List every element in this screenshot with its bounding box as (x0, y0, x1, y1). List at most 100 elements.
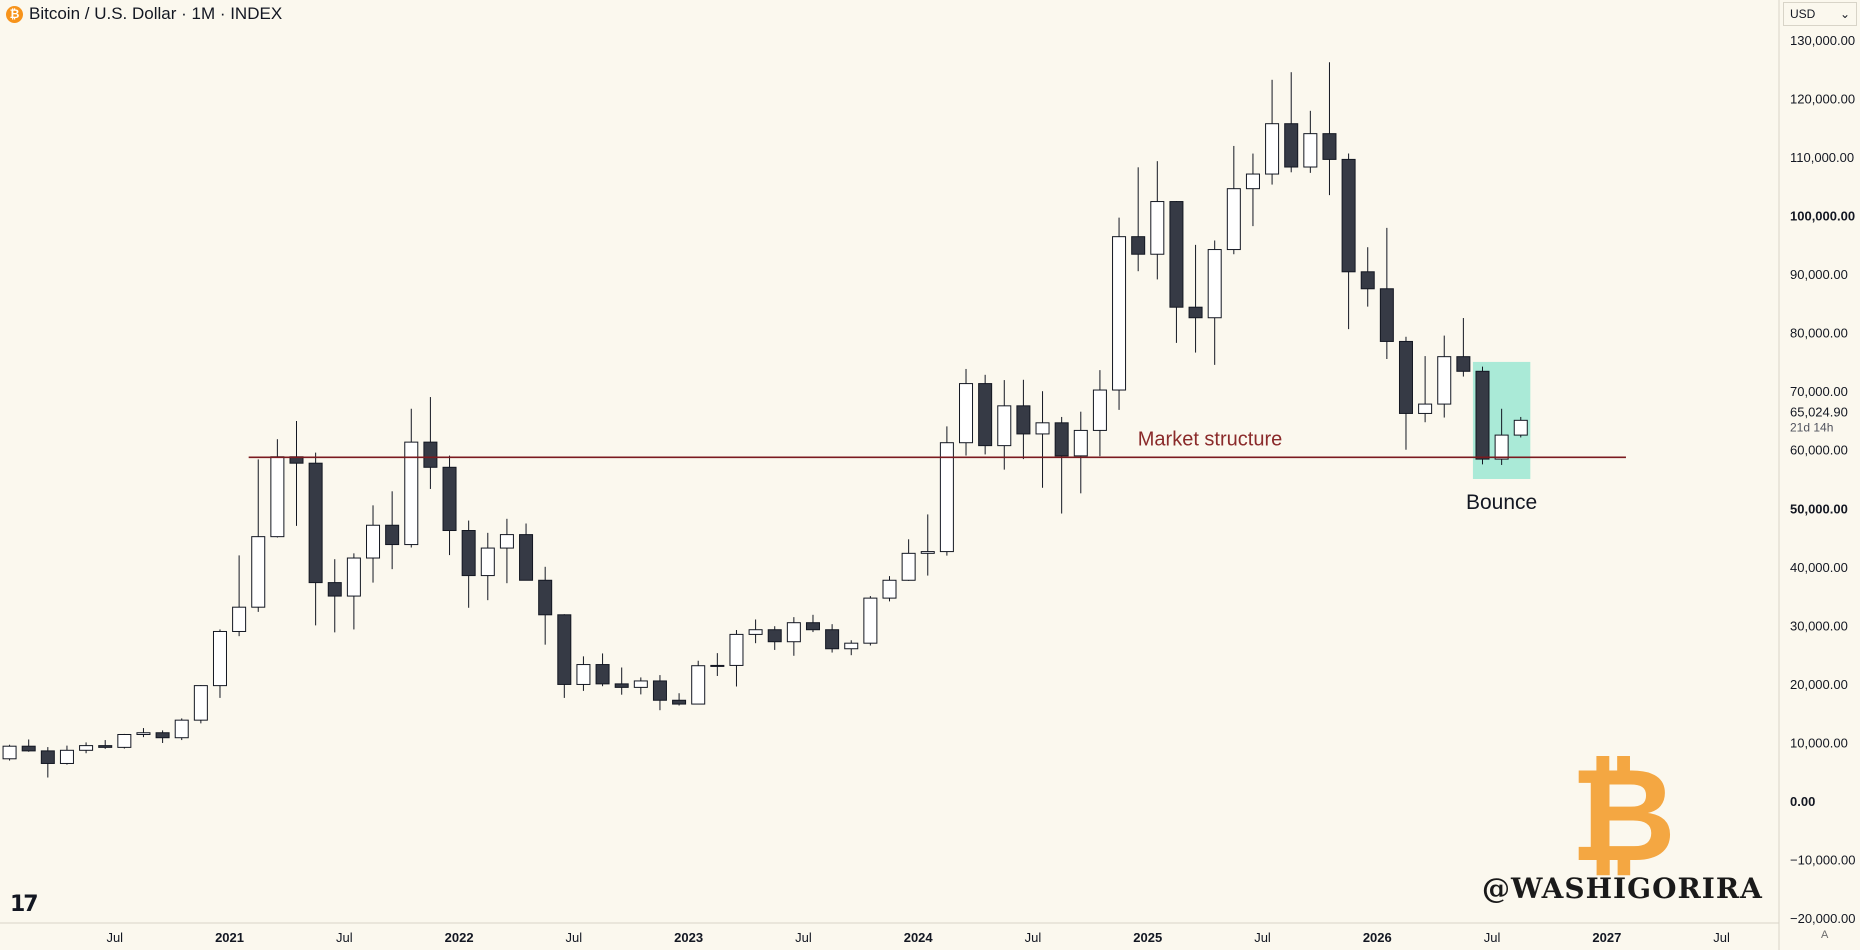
candle-body-down (767, 629, 782, 643)
candle-body-up (576, 664, 591, 685)
price-tick-label: 110,000.00 (1790, 150, 1854, 165)
candle-body-down (1398, 340, 1413, 414)
currency-selector[interactable]: USD ⌄ (1783, 2, 1857, 26)
last-price-label: 65,024.90 (1790, 404, 1848, 419)
price-axis[interactable]: 130,000.00 120,000.00 110,000.00 100,000.00… (1790, 33, 1855, 926)
candle-body-up (1418, 403, 1433, 414)
candle (1226, 145, 1241, 255)
candle-body-down (595, 664, 610, 685)
candle (882, 576, 897, 602)
candle (825, 624, 840, 653)
candle (1092, 370, 1107, 457)
candle-body-up (882, 579, 897, 599)
candle (308, 452, 323, 626)
candle-body-up (1245, 173, 1260, 190)
candle-body-up (1437, 356, 1452, 405)
candle (232, 555, 247, 637)
candle (442, 455, 457, 556)
candle (385, 491, 400, 570)
price-tick-label: 130,000.00 (1790, 33, 1855, 48)
candle (117, 733, 132, 749)
time-tick-label: 2026 (1363, 930, 1392, 945)
tradingview-logo-icon[interactable]: 17 (10, 892, 39, 917)
candle-body-up (117, 733, 132, 748)
candle (499, 518, 514, 584)
candle (1150, 161, 1165, 280)
candle-body-down (1188, 306, 1203, 319)
candle (805, 614, 820, 633)
price-tick-label: 100,000.00 (1790, 209, 1855, 224)
bar-countdown-label: 21d 14h (1790, 420, 1833, 434)
candle-body-up (748, 629, 763, 635)
candle (79, 742, 94, 754)
price-tick-label: 30,000.00 (1790, 618, 1848, 633)
candle-body-up (1112, 236, 1127, 391)
candle (423, 397, 438, 489)
price-tick-label: 70,000.00 (1790, 384, 1848, 399)
candle (480, 532, 495, 601)
candle (1054, 416, 1069, 514)
candle (136, 728, 151, 738)
candle-body-up (939, 442, 954, 553)
time-tick-label: 2022 (445, 930, 474, 945)
candle-body-up (251, 536, 266, 608)
candle (652, 675, 667, 711)
candle (1360, 247, 1375, 307)
candle-body-up (1073, 429, 1088, 457)
candle (1265, 79, 1280, 185)
price-tick-label: 40,000.00 (1790, 560, 1848, 575)
candle-body-down (1360, 271, 1375, 290)
candle (939, 426, 954, 556)
candle (98, 740, 113, 749)
candle (1112, 217, 1127, 410)
time-tick-label: Jul (1713, 930, 1730, 945)
candle (1284, 72, 1299, 173)
candle-body-up (959, 383, 974, 444)
candle (461, 520, 476, 608)
candle (1303, 110, 1318, 173)
candle-body-down (1054, 422, 1069, 457)
bitcoin-coin-icon: ₿ (6, 5, 23, 23)
candle (1341, 153, 1356, 330)
candle-body-down (385, 524, 400, 546)
candle (863, 596, 878, 646)
candle-body-up (59, 749, 74, 764)
time-tick-label: Jul (566, 930, 583, 945)
candle (193, 685, 208, 724)
candle (1475, 366, 1490, 465)
candle-body-down (327, 582, 342, 597)
candle (710, 653, 725, 676)
candle (59, 745, 74, 765)
auto-scale-button[interactable]: A (1821, 929, 1829, 941)
candle-body-up (691, 665, 706, 705)
candle-body-up (136, 732, 151, 735)
candle (1035, 391, 1050, 488)
price-tick-label: 80,000.00 (1790, 326, 1848, 341)
candle (978, 374, 993, 455)
bitcoin-logo-icon: ₿ (1570, 739, 1676, 891)
candle (920, 514, 935, 576)
candle-body-up (1265, 123, 1280, 175)
candle (346, 553, 361, 630)
candle (40, 747, 55, 778)
candle-body-up (1494, 434, 1509, 460)
candle-body-up (1092, 389, 1107, 431)
time-tick-label: Jul (1025, 930, 1042, 945)
candle-body-down (1341, 158, 1356, 273)
candle (672, 693, 687, 706)
candles-layer (2, 62, 1528, 778)
candle-body-up (499, 534, 514, 549)
candle-body-down (825, 629, 840, 650)
candle (251, 459, 266, 612)
symbol-header[interactable]: ₿ Bitcoin / U.S. Dollar · 1M · INDEX (6, 4, 282, 24)
candle-body-down (442, 466, 457, 532)
candle-body-up (1035, 422, 1050, 435)
candle (1398, 336, 1413, 450)
candle-body-down (1475, 370, 1490, 460)
time-tick-label: 2023 (674, 930, 703, 945)
candle (1494, 408, 1509, 465)
time-axis[interactable]: Jul 2021 Jul 2022 Jul 2023 Jul 2024 Jul 2025 Jul 20… (106, 930, 1730, 945)
candle (767, 626, 782, 650)
